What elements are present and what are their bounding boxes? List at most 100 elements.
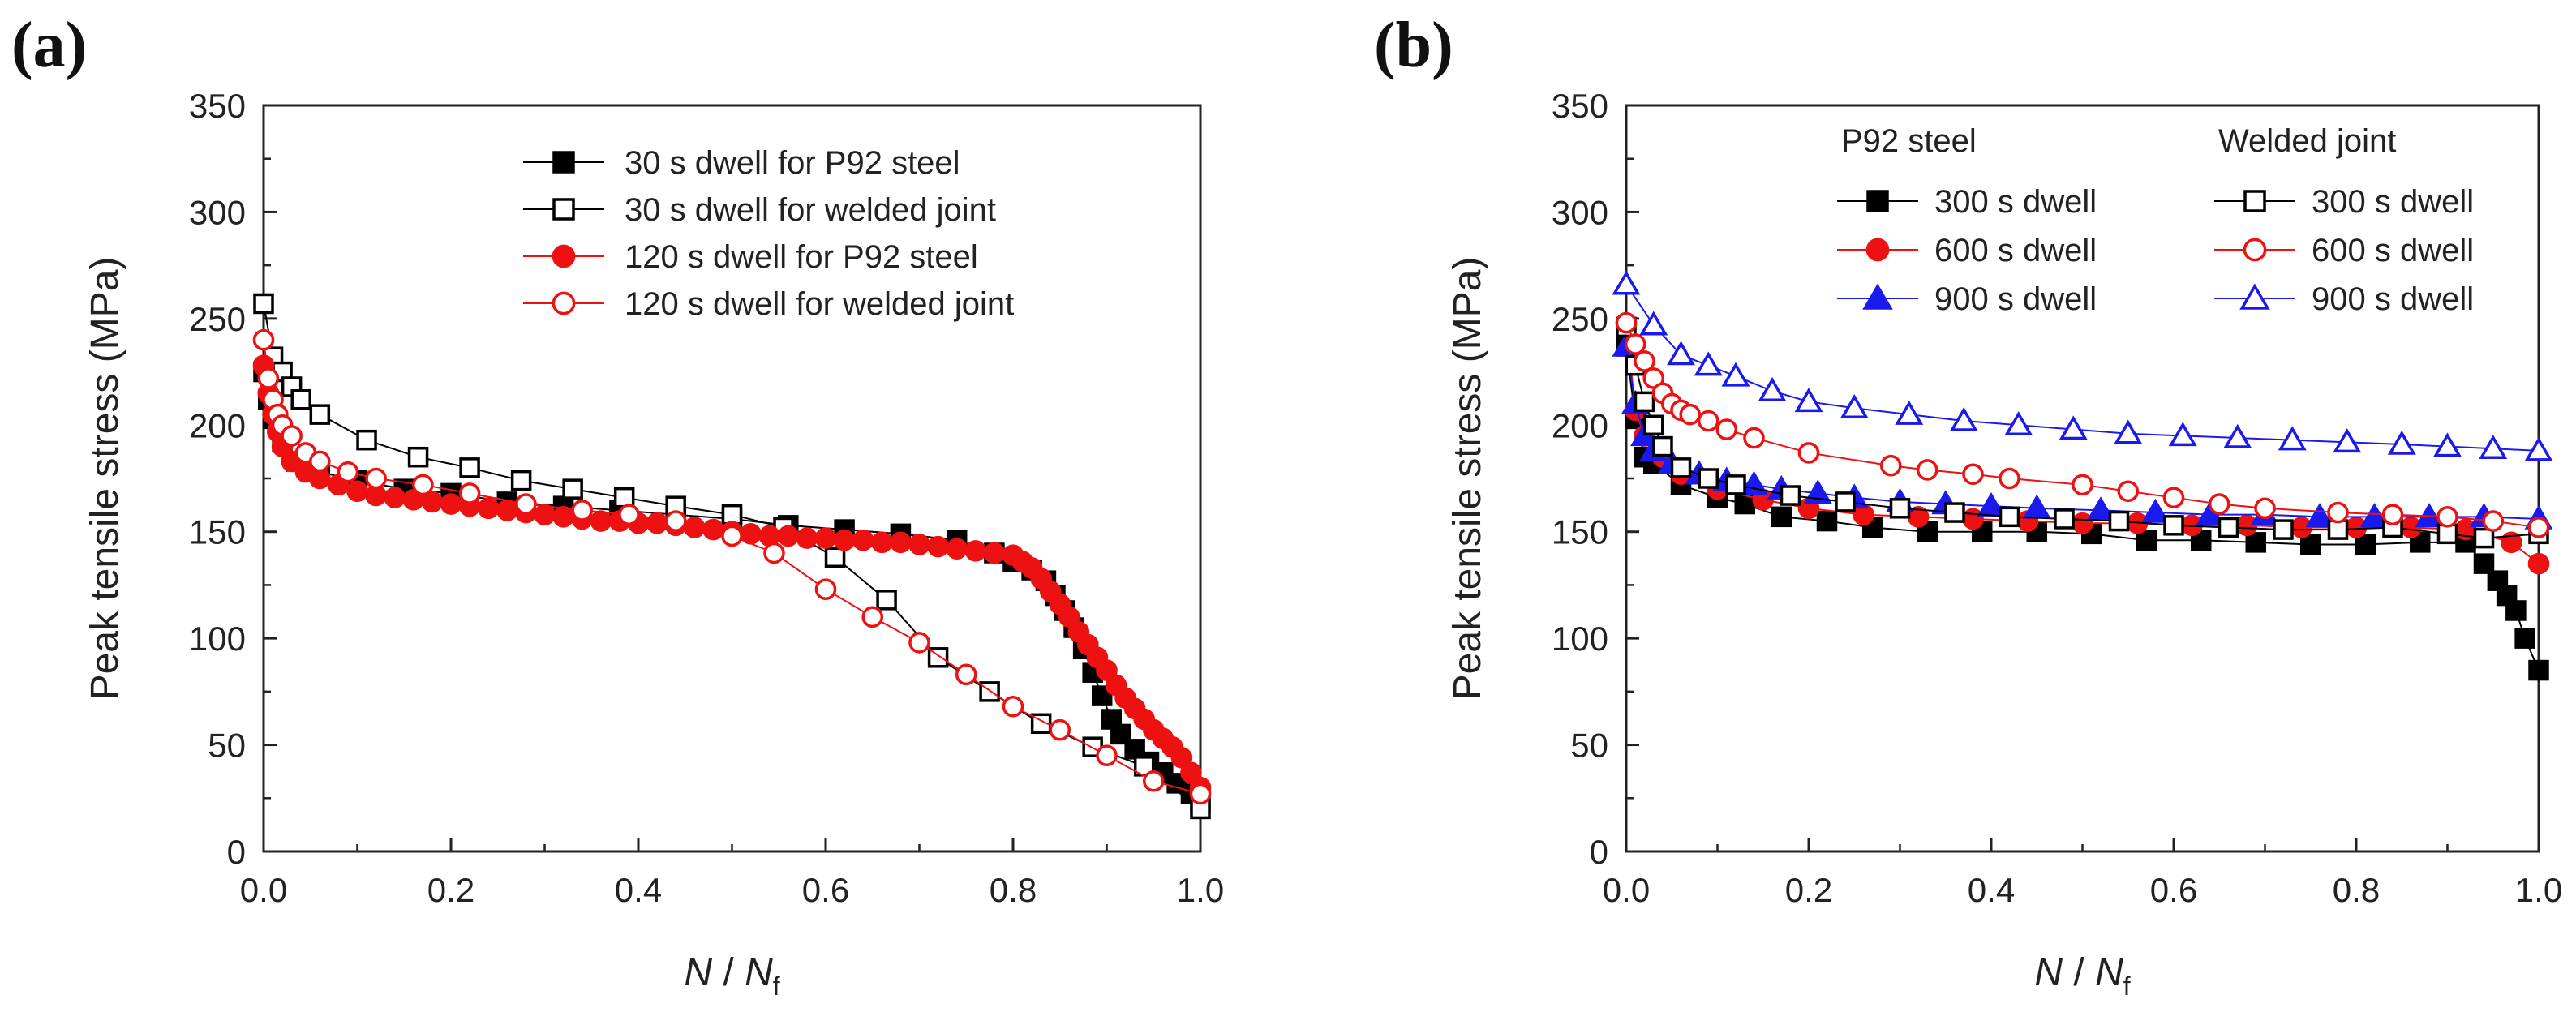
data-point (1652, 435, 1673, 457)
data-point (337, 461, 359, 483)
data-point (2191, 530, 2212, 551)
data-point (365, 467, 387, 490)
data-point (440, 493, 462, 515)
x-axis-title-nf: N (2095, 951, 2123, 994)
y-tick-label: 100 (1552, 620, 1608, 658)
data-point (1697, 410, 1719, 432)
data-point (2479, 434, 2508, 459)
legend-marker (1862, 283, 1893, 310)
data-point (1170, 747, 1193, 769)
data-point (2305, 503, 2334, 528)
data-point (1096, 659, 1118, 681)
data-point (664, 510, 687, 532)
data-point (2500, 531, 2522, 554)
data-point (1949, 406, 1978, 431)
data-point (2360, 503, 2389, 528)
data-point (1840, 394, 1869, 419)
data-point (861, 606, 884, 628)
data-point (2473, 553, 2495, 574)
legend-label: 300 s dwell (1934, 184, 2097, 220)
data-point (2410, 532, 2431, 553)
data-point (1624, 333, 1646, 355)
data-point (2163, 515, 2184, 536)
data-point (814, 527, 837, 549)
x-tick-label: 0.2 (1785, 871, 1832, 909)
data-point (290, 388, 311, 410)
data-point (1049, 718, 1071, 741)
legend-label: 900 s dwell (2312, 281, 2474, 317)
data-point (2278, 426, 2307, 451)
data-point (955, 663, 977, 686)
data-point (2433, 432, 2462, 457)
y-tick-label: 50 (208, 727, 246, 765)
data-point (407, 446, 429, 468)
data-point (253, 293, 274, 315)
data-point (1180, 761, 1202, 784)
data-point (2223, 423, 2252, 448)
x-axis-title-sep: / (2063, 951, 2095, 994)
data-point (2254, 497, 2276, 520)
data-point (852, 529, 874, 551)
data-point (1667, 341, 1695, 366)
data-point (927, 535, 949, 558)
data-point (1999, 506, 2020, 528)
data-point (1889, 498, 1911, 519)
data-point (1096, 744, 1118, 767)
data-point (252, 328, 275, 351)
data-point (946, 538, 968, 560)
data-point (2355, 534, 2376, 555)
x-tick-label: 1.0 (2515, 871, 2562, 909)
data-point (1612, 270, 1641, 295)
data-point (1962, 463, 1984, 486)
x-tick-label: 0.8 (2333, 871, 2380, 909)
data-point (983, 542, 1006, 564)
data-point (763, 542, 785, 564)
y-tick-label: 300 (1552, 193, 1608, 231)
data-point (571, 500, 594, 521)
legend-marker (2243, 190, 2266, 212)
y-tick-label: 300 (189, 193, 246, 231)
data-point (2524, 436, 2553, 461)
data-point (2004, 411, 2033, 436)
panel-label-b: (b) (1374, 10, 1453, 81)
y-tick-label: 200 (189, 406, 246, 444)
data-point (1634, 350, 1655, 372)
data-point (2235, 514, 2258, 537)
data-point (515, 493, 537, 515)
data-point (2505, 600, 2527, 621)
data-point (1816, 510, 1838, 532)
data-point (1694, 351, 1723, 376)
data-point (412, 474, 434, 496)
data-point (562, 478, 583, 500)
data-point (833, 529, 856, 551)
legend-label: 300 s dwell (2312, 184, 2474, 220)
data-point (2327, 519, 2349, 540)
x-axis-title-b: N / Nf (2034, 951, 2130, 1001)
y-tick-label: 100 (189, 620, 246, 658)
data-point (1794, 388, 1823, 413)
data-point (2473, 527, 2495, 549)
legend-marker (1865, 238, 1890, 262)
x-axis-title-sep: / (712, 951, 745, 994)
series-a-1 (253, 293, 1211, 820)
x-axis-title-n: N (684, 951, 712, 994)
legend-marker (2243, 238, 2267, 262)
data-point (2400, 517, 2422, 538)
data-point (2162, 487, 2185, 508)
data-point (2436, 523, 2458, 545)
y-tick-label: 250 (189, 300, 246, 338)
data-point (1743, 427, 1765, 449)
data-point (2059, 415, 2088, 440)
legend-label: 600 s dwell (2312, 233, 2474, 268)
x-axis-title-a: N / Nf (684, 951, 779, 1001)
x-axis-title-subscript: f (2123, 971, 2131, 1001)
data-point (309, 404, 331, 425)
x-tick-label: 0.8 (990, 871, 1037, 909)
data-point (281, 425, 303, 447)
data-point (496, 500, 518, 521)
data-point (2141, 498, 2170, 523)
data-point (824, 547, 846, 568)
legend-b: P92 steel Welded joint 300 s dwell 600 s dw… (1837, 123, 2474, 317)
data-point (2208, 493, 2230, 515)
data-point (908, 632, 930, 654)
